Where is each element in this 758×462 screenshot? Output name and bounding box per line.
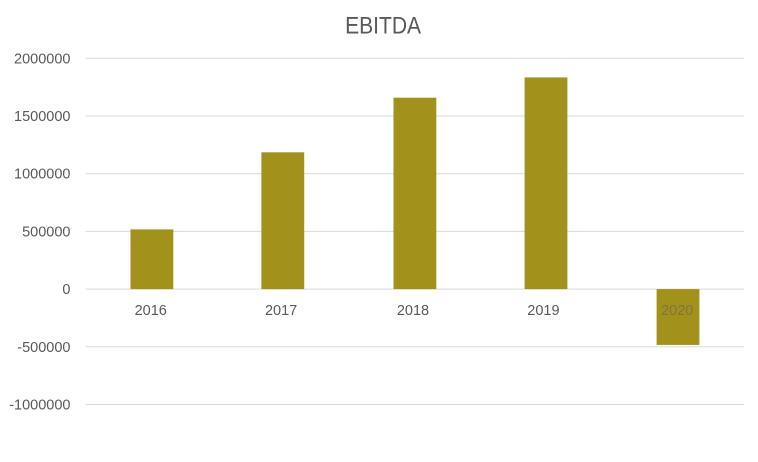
svg-text:2017: 2017 [265, 303, 297, 319]
svg-text:500000: 500000 [22, 224, 70, 240]
svg-text:-1000000: -1000000 [9, 398, 70, 414]
svg-text:EBITDA: EBITDA [345, 12, 422, 39]
svg-text:2019: 2019 [527, 303, 559, 319]
svg-text:2020: 2020 [661, 303, 693, 319]
svg-text:1500000: 1500000 [14, 109, 70, 125]
svg-text:1000000: 1000000 [14, 167, 70, 183]
svg-text:0: 0 [62, 282, 70, 298]
svg-text:2018: 2018 [397, 303, 429, 319]
svg-text:-500000: -500000 [17, 340, 70, 356]
svg-text:2000000: 2000000 [14, 51, 70, 67]
svg-text:2016: 2016 [135, 303, 167, 319]
